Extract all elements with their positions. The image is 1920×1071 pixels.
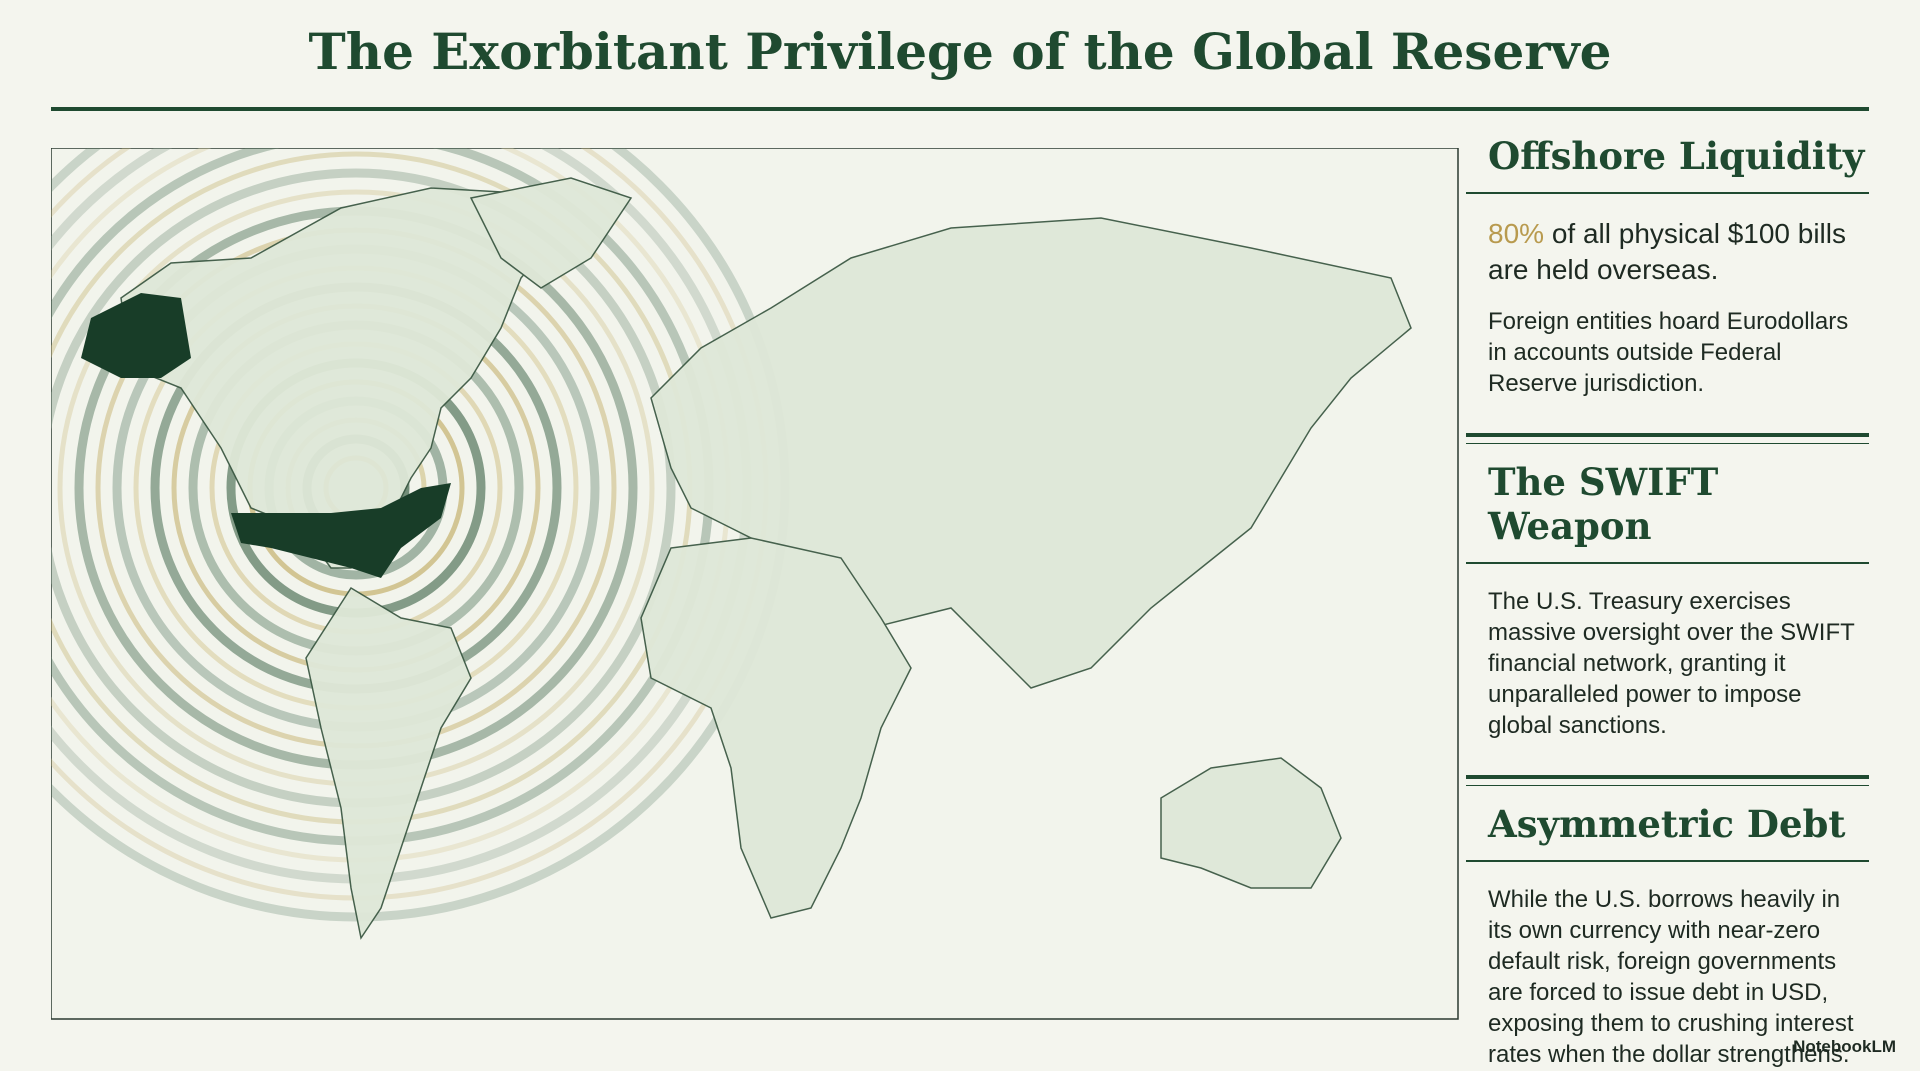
section-title: Asymmetric Debt bbox=[1488, 802, 1846, 846]
section-title: The SWIFT Weapon bbox=[1488, 460, 1719, 548]
section-body: The U.S. Treasury exercises massive over… bbox=[1488, 588, 1855, 739]
title: The Exorbitant Privilege of the Global R… bbox=[308, 22, 1612, 81]
brand: NotebookLM bbox=[1793, 1037, 1896, 1056]
separator bbox=[1466, 433, 1869, 444]
section-body: Foreign entities hoard Eurodollars in ac… bbox=[1488, 308, 1849, 397]
section-body: While the U.S. borrows heavily in its ow… bbox=[1488, 886, 1854, 1068]
section: Offshore Liquidity 80% of all physical $… bbox=[1466, 134, 1869, 399]
separator bbox=[1466, 775, 1869, 786]
side-panel: Offshore Liquidity 80% of all physical $… bbox=[1466, 118, 1869, 1070]
section: The SWIFT Weapon The U.S. Treasury exerc… bbox=[1466, 460, 1869, 741]
highlight: 80% bbox=[1488, 218, 1545, 249]
section-title: Offshore Liquidity bbox=[1488, 134, 1865, 178]
section-rule bbox=[1466, 562, 1869, 564]
lead-text: of all physical $100 bills are held over… bbox=[1488, 218, 1846, 285]
section: Asymmetric Debt While the U.S. borrows h… bbox=[1466, 802, 1869, 1070]
title-rule bbox=[51, 107, 1869, 111]
section-rule bbox=[1466, 192, 1869, 194]
map bbox=[51, 148, 1459, 1020]
section-lead: 80% of all physical $100 bills are held … bbox=[1488, 216, 1859, 288]
section-rule bbox=[1466, 860, 1869, 862]
